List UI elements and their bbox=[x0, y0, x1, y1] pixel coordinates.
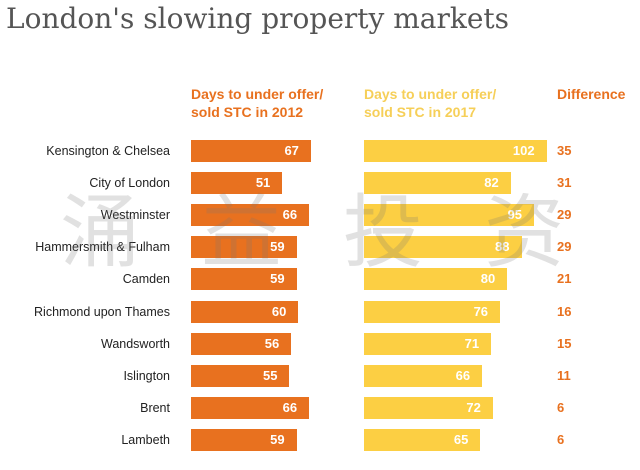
bar-2017: 65 bbox=[364, 428, 481, 451]
row-label: Islington bbox=[123, 368, 170, 383]
row-label: City of London bbox=[89, 176, 170, 191]
difference-value: 15 bbox=[557, 335, 572, 351]
bar-2012: 59 bbox=[191, 268, 297, 291]
difference-value: 16 bbox=[557, 303, 572, 319]
row-label: Richmond upon Thames bbox=[34, 304, 170, 319]
column-header-2017: Days to under offer/ sold STC in 2017 bbox=[364, 86, 497, 120]
difference-value: 6 bbox=[557, 431, 565, 447]
chart-title: London's slowing property markets bbox=[6, 2, 510, 35]
bar-2017: 76 bbox=[364, 300, 501, 323]
difference-value: 29 bbox=[557, 207, 572, 223]
bar-2017: 95 bbox=[364, 204, 535, 227]
column-header-2012: Days to under offer/ sold STC in 2012 bbox=[191, 86, 324, 120]
row-label: Camden bbox=[122, 272, 170, 287]
bar-2012: 51 bbox=[191, 172, 283, 195]
bar-2012: 59 bbox=[191, 236, 297, 259]
bar-2012: 55 bbox=[191, 364, 290, 387]
bar-2012: 56 bbox=[191, 332, 292, 355]
bar-2017: 102 bbox=[364, 140, 547, 162]
bar-2012: 66 bbox=[191, 204, 310, 227]
bar-2017: 88 bbox=[364, 236, 522, 259]
difference-value: 35 bbox=[557, 143, 572, 158]
column-header-difference: Difference bbox=[557, 86, 626, 102]
bar-2012: 59 bbox=[191, 428, 297, 451]
row-label: Wandsworth bbox=[100, 336, 170, 351]
bar-2017: 80 bbox=[364, 268, 508, 291]
bar-2017: 66 bbox=[364, 364, 483, 387]
bar-2017: 72 bbox=[364, 396, 493, 419]
bar-2017: 82 bbox=[364, 172, 511, 195]
difference-value: 29 bbox=[557, 239, 572, 255]
bar-2012: 66 bbox=[191, 396, 310, 419]
difference-value: 31 bbox=[557, 175, 572, 191]
bar-2012: 60 bbox=[191, 300, 299, 323]
difference-value: 6 bbox=[557, 399, 565, 415]
row-label: Brent bbox=[140, 400, 170, 415]
row-label: Kensington & Chelsea bbox=[46, 144, 170, 158]
row-label: Hammersmith & Fulham bbox=[35, 240, 170, 255]
row-label: Westminster bbox=[100, 208, 170, 223]
difference-value: 21 bbox=[557, 271, 572, 287]
bar-2017: 71 bbox=[364, 332, 492, 355]
row-label: Lambeth bbox=[121, 432, 170, 447]
bar-2012: 67 bbox=[191, 140, 311, 162]
difference-value: 11 bbox=[557, 367, 571, 383]
